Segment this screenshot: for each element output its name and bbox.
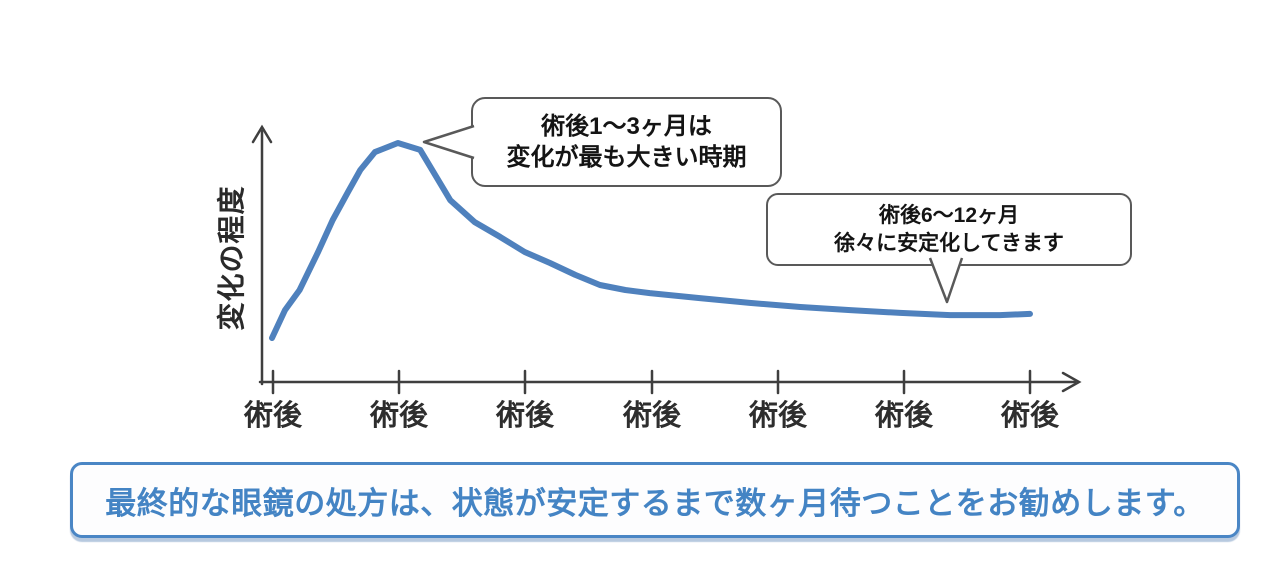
x-axis-arrow-icon <box>1061 371 1082 393</box>
x-tick-label-3: 術後 <box>495 400 554 432</box>
callout-stable-line1: 術後6〜12ヶ月 <box>878 203 1020 227</box>
y-axis-label: 変化の程度 <box>216 185 247 331</box>
x-tick-label-2: 術後 <box>369 400 428 432</box>
x-tick-label-6: 術後 <box>874 400 933 432</box>
callout-peak-period: 術後1〜3ヶ月は 変化が最も大きい時期 <box>471 97 782 187</box>
callout-peak-line2: 変化が最も大きい時期 <box>506 144 747 171</box>
callout-stabilization-period: 術後6〜12ヶ月 徐々に安定化してきます <box>766 193 1132 266</box>
x-tick-label-4: 術後 <box>622 400 681 432</box>
callout-stable-line2: 徐々に安定化してきます <box>834 231 1064 255</box>
x-tick-label-7: 術後 <box>1000 400 1059 432</box>
y-axis-arrow-icon <box>251 124 273 144</box>
advice-banner-text: 最終的な眼鏡の処方は、状態が安定するまで数ヶ月待つことをお勧めします。 <box>105 485 1205 521</box>
callout-peak-pointer-icon <box>422 124 475 160</box>
x-tick-label-1: 術後 <box>243 400 302 432</box>
advice-banner: 最終的な眼鏡の処方は、状態が安定するまで数ヶ月待つことをお勧めします。 <box>70 462 1240 538</box>
callout-peak-line1: 術後1〜3ヶ月は <box>541 113 712 140</box>
x-tick-label-5: 術後 <box>748 400 807 432</box>
